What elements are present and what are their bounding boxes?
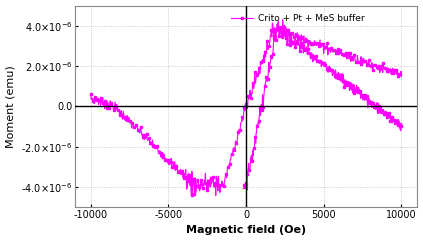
Crito + Pt + MeS buffer bbox=[168, 158, 173, 161]
Crito + Pt + MeS buffer bbox=[88, 93, 93, 96]
Crito + Pt + MeS buffer bbox=[323, 48, 328, 51]
Crito + Pt + MeS buffer bbox=[272, 26, 277, 29]
Crito + Pt + MeS buffer bbox=[297, 39, 302, 42]
X-axis label: Magnetic field (Oe): Magnetic field (Oe) bbox=[186, 225, 306, 235]
Legend: Crito + Pt + MeS buffer: Crito + Pt + MeS buffer bbox=[227, 10, 368, 26]
Crito + Pt + MeS buffer bbox=[270, 22, 275, 25]
Line: Crito + Pt + MeS buffer: Crito + Pt + MeS buffer bbox=[90, 22, 403, 197]
Crito + Pt + MeS buffer bbox=[399, 75, 404, 78]
Crito + Pt + MeS buffer bbox=[229, 153, 234, 156]
Y-axis label: Moment (emu): Moment (emu) bbox=[5, 65, 16, 148]
Crito + Pt + MeS buffer bbox=[143, 133, 148, 136]
Crito + Pt + MeS buffer bbox=[190, 194, 195, 197]
